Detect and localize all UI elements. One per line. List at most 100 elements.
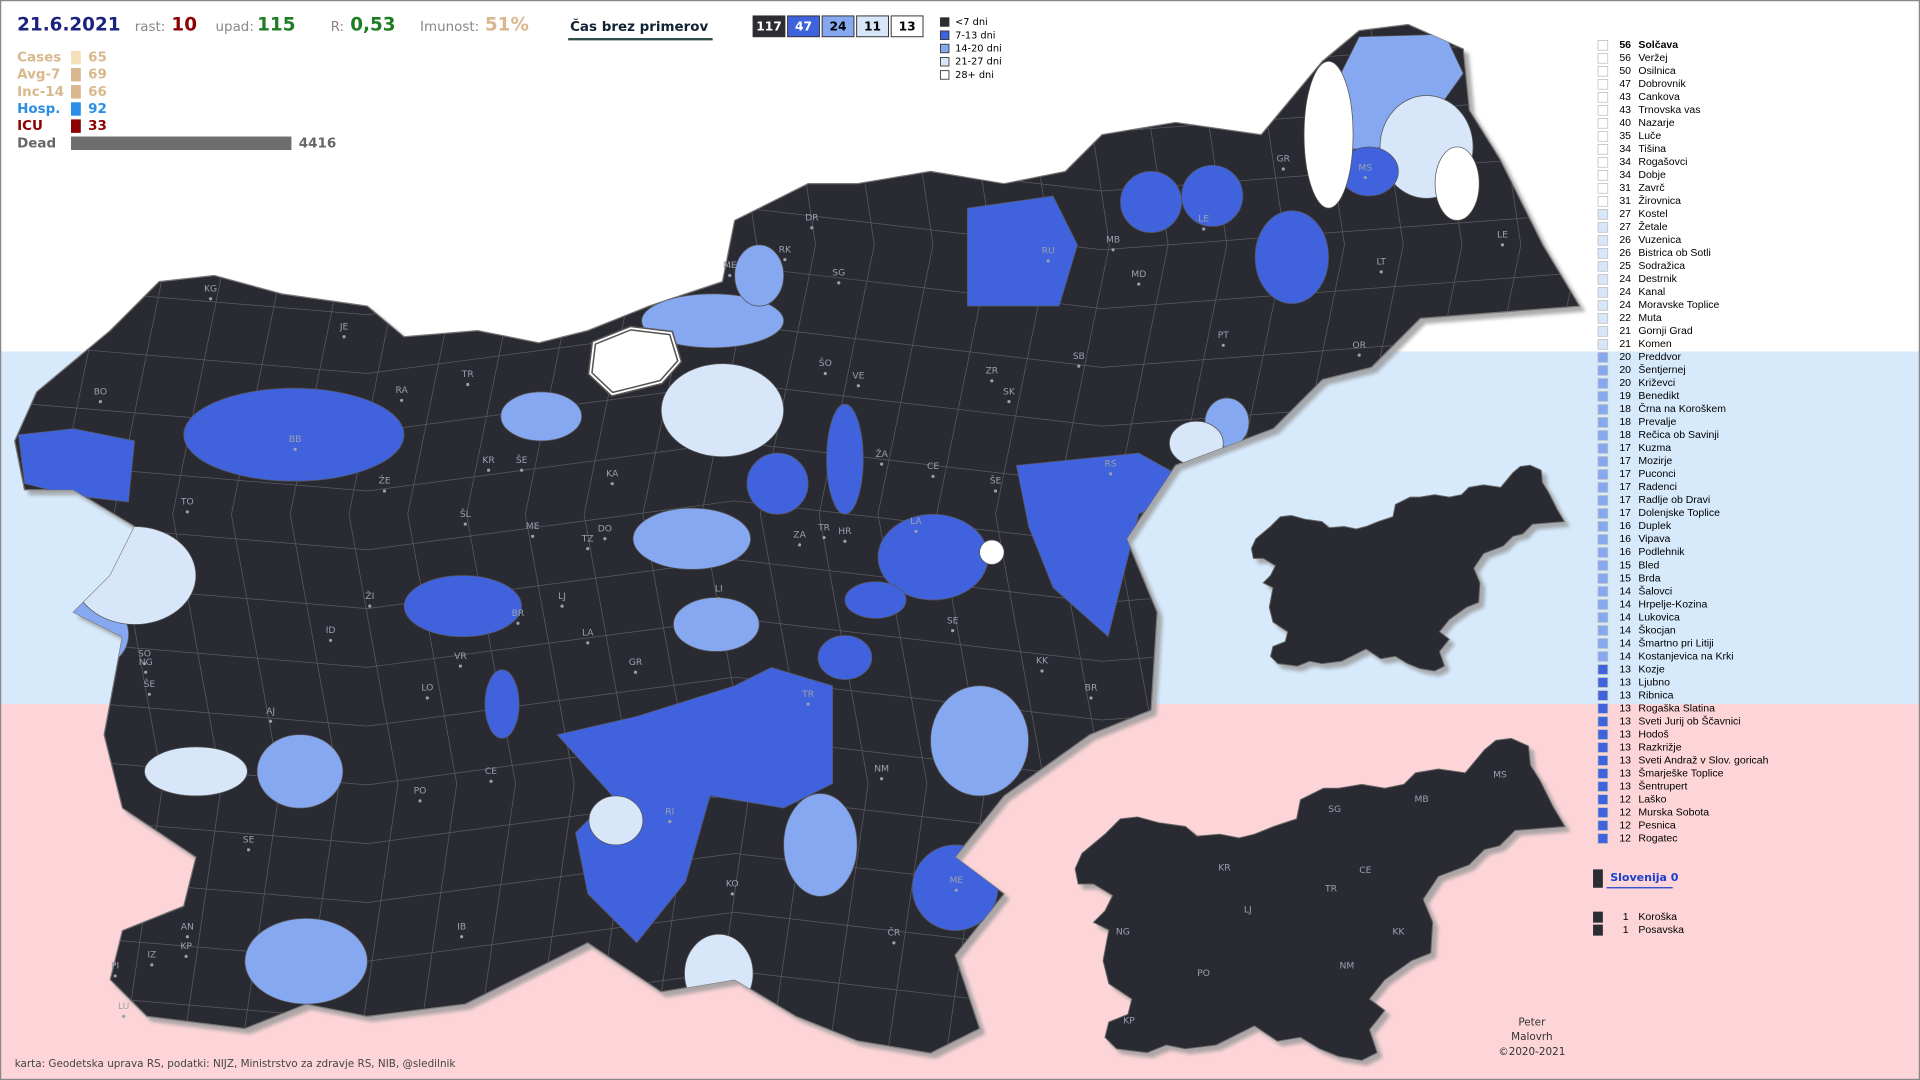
municipality-label: MS	[1358, 162, 1372, 173]
ranking-swatch	[1597, 352, 1609, 363]
ranking-days: 17	[1619, 468, 1631, 480]
ranking-days: 35	[1619, 130, 1631, 142]
municipality-center	[914, 529, 918, 534]
ranking-days: 15	[1619, 559, 1631, 571]
summary-box-bg	[787, 15, 820, 38]
ranking-name: Hodoš	[1638, 728, 1668, 740]
ranking-swatch	[1597, 339, 1609, 350]
growth-label: rast:	[135, 20, 166, 35]
municipality-center	[586, 546, 590, 551]
municipality-center	[342, 335, 346, 339]
ranking-swatch	[1597, 755, 1609, 766]
ranking-name: Šmartno pri Litiji	[1638, 636, 1713, 649]
ranking-swatch	[1597, 781, 1609, 792]
municipality-label: LO	[421, 683, 433, 694]
municipality-label: TR	[461, 369, 475, 380]
ranking-name: Ljubno	[1638, 676, 1670, 688]
stat-bar	[71, 50, 81, 65]
ranking-days: 14	[1619, 624, 1631, 636]
municipality-patch	[500, 391, 583, 442]
municipality-center	[1109, 472, 1113, 476]
ranking-name: Prevalje	[1638, 416, 1676, 428]
ranking-days: 19	[1619, 390, 1631, 402]
municipality-center	[486, 468, 491, 472]
municipality-label: ŠE	[990, 475, 1002, 487]
ranking-days: 16	[1619, 520, 1631, 532]
ranking-swatch	[1597, 235, 1609, 246]
municipality-patch	[979, 539, 1005, 565]
ranking-name: Sveti Andraž v Slov. goricah	[1638, 754, 1768, 766]
ranking-name: Žirovnica	[1638, 194, 1681, 207]
municipality-patch	[817, 635, 873, 680]
view-button-label[interactable]: Čas brez primerov	[570, 17, 708, 35]
ranking-name: Benedikt	[1638, 390, 1679, 402]
view-button[interactable]: Čas brez primerov	[568, 17, 713, 41]
country-button[interactable]: Slovenija 0	[1593, 869, 1679, 889]
ranking-days: 13	[1619, 702, 1631, 714]
stat-bar	[71, 85, 81, 99]
municipality-center	[837, 281, 841, 285]
ranking-swatch	[1597, 157, 1609, 168]
ranking-swatch	[1597, 586, 1609, 597]
municipality-center	[1500, 243, 1505, 247]
ranking-name: Puconci	[1638, 468, 1675, 480]
ranking-days: 14	[1619, 637, 1631, 649]
summary-box-value: 47	[795, 19, 812, 33]
municipality-label: ID	[326, 625, 336, 636]
summary-box: 24	[821, 15, 855, 38]
municipality-patch	[1322, 33, 1464, 150]
municipality-patch	[588, 795, 644, 846]
ranking-days: 22	[1619, 312, 1631, 324]
municipality-label: RK	[779, 244, 792, 255]
municipality-center	[531, 534, 535, 538]
municipality-label: PO	[414, 786, 427, 797]
ranking-name: Kuzma	[1638, 442, 1671, 454]
municipality-patch	[734, 244, 785, 307]
municipality-patch	[930, 685, 1029, 797]
ranking-days: 26	[1619, 234, 1631, 246]
ranking-swatch	[1597, 833, 1609, 844]
ranking-swatch	[1597, 651, 1609, 662]
ranking-days: 31	[1619, 195, 1631, 207]
municipality-center	[113, 974, 117, 978]
legend-swatch	[939, 57, 950, 67]
municipality-label: DR	[805, 212, 819, 223]
municipality-center	[329, 638, 333, 642]
municipality-label: LE	[1497, 230, 1508, 241]
ranking-swatch	[1597, 118, 1609, 129]
ranking-days: 13	[1619, 780, 1631, 792]
ranking-swatch	[1597, 391, 1609, 402]
municipality-center	[150, 963, 154, 967]
region-label: NM	[1340, 961, 1355, 972]
municipality-label: MB	[1106, 235, 1120, 246]
summary-box-value: 24	[830, 19, 847, 33]
country-button-label[interactable]: Slovenija 0	[1610, 871, 1679, 884]
municipality-center	[560, 604, 564, 608]
region-name: Koroška	[1638, 911, 1677, 923]
ranking-swatch	[1597, 677, 1609, 688]
ranking-swatch	[1597, 274, 1609, 285]
ranking-days: 12	[1619, 793, 1631, 805]
ranking-name: Šentjernej	[1638, 363, 1685, 376]
ranking-swatch	[1597, 417, 1609, 428]
ranking-days: 18	[1619, 429, 1631, 441]
ranking-days: 20	[1619, 351, 1631, 363]
ranking-days: 13	[1619, 754, 1631, 766]
municipality-label: SB	[1073, 351, 1085, 362]
stat-bar	[71, 119, 81, 133]
municipality-center	[382, 489, 387, 493]
municipality-patch	[256, 734, 344, 809]
region-label: PO	[1197, 968, 1210, 979]
ranking-days: 14	[1619, 611, 1631, 623]
municipality-patch	[1434, 146, 1480, 221]
ranking-name: Radenci	[1638, 481, 1677, 493]
municipality-patch	[1181, 164, 1244, 227]
municipality-center	[400, 398, 404, 403]
municipality-center	[806, 702, 810, 706]
municipality-label: OR	[1352, 340, 1366, 351]
municipality-patch	[183, 387, 405, 482]
region-days: 1	[1623, 924, 1629, 936]
legend-label: <7 dni	[955, 17, 988, 28]
